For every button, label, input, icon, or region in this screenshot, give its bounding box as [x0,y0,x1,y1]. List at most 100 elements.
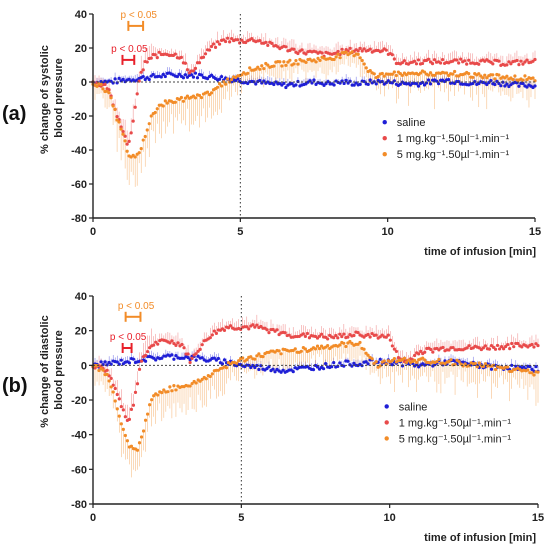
panel-b-data-point [97,368,101,373]
panel-a-data-point [366,82,370,87]
panel-a-data-point [183,61,188,65]
panel-a-data-point [131,119,135,123]
panel-a-data-point [193,71,198,75]
panel-a-data-point [485,76,489,80]
panel-a-data-point [509,62,513,66]
panel-a-data-point [201,55,206,59]
panel-b-data-point [366,353,370,357]
panel-a-data-point [129,131,133,135]
panel-b-data-point [475,365,479,369]
panel-a-data-point [147,122,151,126]
panel-b-data-point [148,346,152,350]
panel-b-data-point [326,344,330,348]
panel-b-data-point [139,359,144,363]
panel-a-data-point [211,42,216,46]
panel-b-data-point [299,349,303,353]
panel-b-data-point [344,344,348,349]
panel-b-data-point [139,435,144,439]
panel-a-data-point [115,115,119,119]
panel-b-data-point [346,335,350,339]
panel-a-data-point [471,75,475,79]
panel-a-data-point [99,82,103,86]
panel-b-data-point [338,332,342,336]
panel-b-data-point [467,344,471,348]
panel-a-data-point [416,84,421,88]
panel-a-data-point [517,63,521,67]
panel-a-legend-label: saline [397,117,426,129]
panel-b-data-point [117,414,121,418]
panel-a-data-point [453,69,457,74]
panel-a-data-point [412,59,417,63]
panel-a-data-point [133,105,137,109]
panel-a-data-point [400,61,404,65]
panel-b-data-point [279,352,283,356]
panel-b-chart: (b) % change of diastolic blood pressure… [2,291,544,544]
panel-a-data-point [165,101,169,105]
panel-b-data-point [220,362,225,366]
panel-b-data-point [406,358,411,362]
panel-b-data-point [170,339,174,343]
panel-a-data-point [219,75,224,79]
panel-a-data-point [505,63,509,67]
panel-a-data-point [217,42,222,46]
panel-a-data-point [422,70,427,74]
panel-b-data-point [156,342,160,346]
panel-a-data-point [179,95,183,100]
panel-b-data-point [301,332,305,336]
panel-b-data-point [394,349,399,354]
panel-b-data-point [374,333,378,337]
panel-a-data-point [517,84,521,88]
panel-b-data-point [364,360,368,364]
panel-a-data-point [294,83,298,87]
panel-a-ylabel: % change of systolic blood pressure [39,42,65,154]
panel-b-data-point [303,347,307,351]
panel-a-data-point [161,72,165,76]
panel-b-data-point [271,367,275,371]
panel-a-data-point [344,78,348,82]
panel-b-data-point [279,370,283,374]
panel-b-data-point [534,342,538,346]
panel-b-data-point [182,346,186,350]
panel-a-data-point [362,47,366,51]
panel-a-data-point [296,62,300,66]
panel-b-data-point [402,356,407,360]
panel-a-data-point [191,75,196,79]
panel-b-data-point [417,365,421,369]
panel-a-y-tick-label: 40 [75,9,87,21]
panel-a-data-point [226,36,230,40]
panel-a-xlabel: time of infusion [min] [424,246,536,258]
panel-b-legend-marker [384,420,389,425]
panel-b-data-point [119,404,123,409]
panel-a-data-point [360,58,364,63]
panel-b-data-point [510,363,514,367]
panel-b-data-point [154,340,158,344]
panel-a-data-point [294,58,298,63]
panel-b-data-point [417,352,421,356]
panel-b-data-point [483,362,488,366]
panel-a-data-point [358,56,362,60]
panel-b-data-point [413,353,417,358]
panel-a-data-point [292,47,296,51]
panel-b-data-point [522,365,526,369]
panel-a-data-point [185,75,190,79]
panel-b-data-point [273,370,277,374]
panel-b-data-point [315,365,320,369]
panel-a-data-point [436,82,441,86]
panel-a-data-point [282,81,286,85]
panel-a-data-point [195,76,200,80]
panel-a-data-point [258,78,262,83]
panel-b-data-point [166,390,170,394]
panel-a-data-point [272,82,276,87]
panel-a-data-point [254,82,258,86]
panel-a-data-point [392,57,396,61]
panel-a-data-point [312,78,316,82]
panel-a-data-point [356,52,360,56]
panel-b-data-point [532,373,536,377]
panel-b-data-point [506,365,510,369]
panel-b-data-point [473,361,477,366]
panel-a-data-point [141,68,145,72]
panel-a-data-point [197,93,202,98]
panel-a-data-point [262,67,266,71]
panel-a-data-point [511,77,515,82]
panel-b-y-tick-label: -40 [71,430,87,442]
